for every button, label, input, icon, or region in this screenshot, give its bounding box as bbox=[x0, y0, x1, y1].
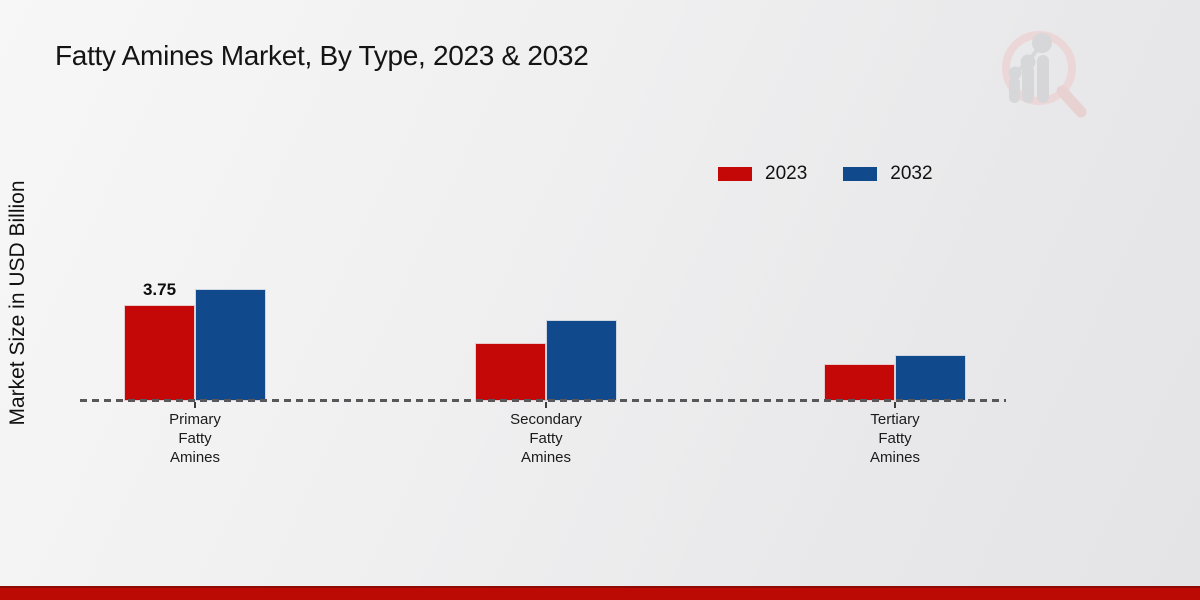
legend-swatch-2032 bbox=[843, 167, 878, 181]
bar-2032-tertiary-fatty-amines bbox=[895, 355, 966, 401]
x-tick bbox=[894, 402, 896, 408]
x-tick bbox=[545, 402, 547, 408]
legend-swatch-2023 bbox=[718, 167, 752, 181]
footer-accent-bar bbox=[0, 586, 1200, 600]
x-axis-line bbox=[80, 399, 1006, 402]
legend: 2023 2032 bbox=[718, 163, 933, 185]
legend-label-2032: 2032 bbox=[890, 163, 933, 184]
bar-value-label: 3.75 bbox=[142, 280, 177, 299]
x-category-label-primary-fatty-amines: Primary Fatty Amines bbox=[169, 411, 221, 466]
legend-item-2023: 2023 bbox=[718, 163, 807, 185]
legend-item-2032: 2032 bbox=[843, 163, 933, 185]
legend-label-2023: 2023 bbox=[765, 163, 808, 184]
bar-2023-tertiary-fatty-amines bbox=[824, 364, 895, 401]
mrfr-watermark-logo bbox=[992, 26, 1092, 123]
bar-2023-secondary-fatty-amines bbox=[475, 343, 546, 401]
x-category-label-tertiary-fatty-amines: Tertiary Fatty Amines bbox=[869, 411, 921, 466]
chart-title: Fatty Amines Market, By Type, 2023 & 203… bbox=[55, 40, 589, 71]
magnifier-bar-chart-icon bbox=[1002, 31, 1087, 118]
x-tick bbox=[194, 402, 196, 408]
bar-2032-secondary-fatty-amines bbox=[546, 320, 617, 401]
bar-2032-primary-fatty-amines bbox=[195, 289, 266, 401]
x-category-label-secondary-fatty-amines: Secondary Fatty Amines bbox=[510, 411, 582, 466]
bar-2023-primary-fatty-amines bbox=[124, 305, 195, 401]
